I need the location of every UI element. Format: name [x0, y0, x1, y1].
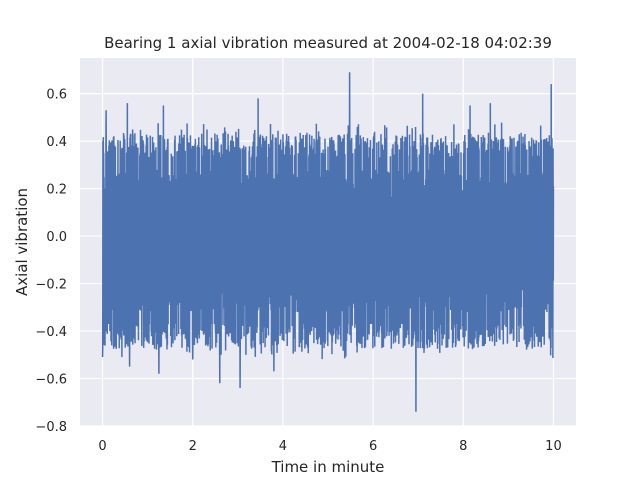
- chart-title: Bearing 1 axial vibration measured at 20…: [104, 34, 552, 52]
- y-tick-label: 0.2: [46, 183, 67, 198]
- x-tick-label: 4: [279, 439, 287, 454]
- y-tick-label: −0.8: [35, 420, 67, 435]
- y-tick-label: −0.6: [35, 373, 67, 388]
- x-tick-label: 2: [189, 439, 197, 454]
- y-tick-label: 0.4: [46, 135, 67, 150]
- x-tick-label: 6: [369, 439, 377, 454]
- y-tick-label: 0.0: [46, 230, 67, 245]
- x-tick-label: 10: [545, 439, 562, 454]
- y-tick-label: −0.4: [35, 325, 67, 340]
- y-axis: −0.8 −0.6 −0.4 −0.2 0.0 0.2 0.4 0.6: [35, 88, 67, 435]
- y-axis-label: Axial vibration: [13, 188, 31, 296]
- x-tick-label: 8: [459, 439, 467, 454]
- vibration-line: [101, 72, 555, 412]
- y-tick-label: −0.2: [35, 278, 67, 293]
- y-tick-label: 0.6: [46, 88, 67, 103]
- x-axis: 0 2 4 6 8 10: [98, 439, 561, 454]
- x-tick-label: 0: [98, 439, 106, 454]
- series-line: [101, 72, 555, 412]
- x-axis-label: Time in minute: [271, 458, 385, 476]
